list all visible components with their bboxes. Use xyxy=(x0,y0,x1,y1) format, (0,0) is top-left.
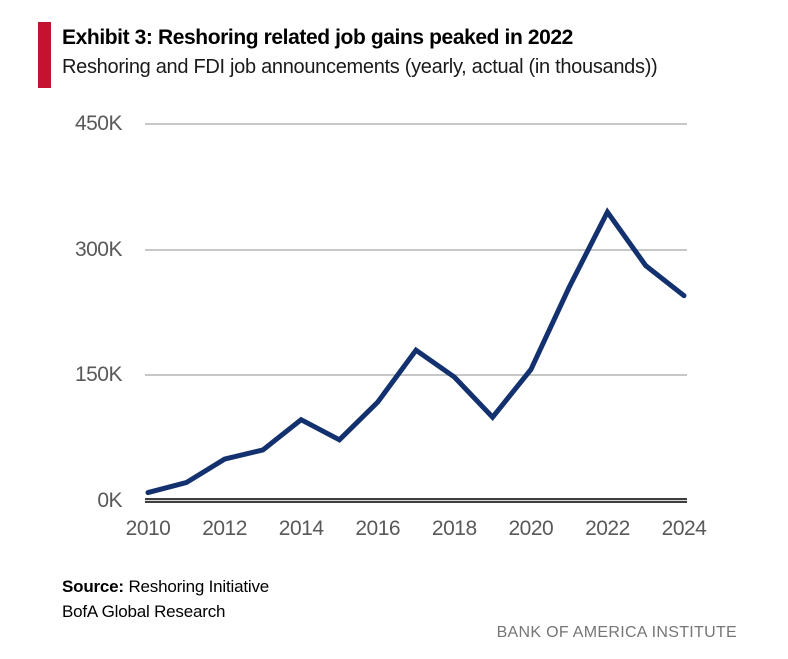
source-line: Source: Reshoring Initiative xyxy=(62,574,269,599)
source-note: Source: Reshoring Initiative BofA Global… xyxy=(62,574,269,624)
gridline-150K xyxy=(145,374,687,377)
x-axis-line xyxy=(145,498,687,503)
research-line: BofA Global Research xyxy=(62,602,226,621)
x-tick-2016: 2016 xyxy=(355,517,401,540)
y-tick-450K: 450K xyxy=(74,112,123,135)
y-tick-0K: 0K xyxy=(97,489,122,512)
x-tick-2014: 2014 xyxy=(278,517,324,540)
source-label: Source: xyxy=(62,577,124,596)
x-tick-2018: 2018 xyxy=(431,517,477,540)
x-tick-2010: 2010 xyxy=(125,517,171,540)
y-tick-300K: 300K xyxy=(74,237,123,261)
x-tick-2012: 2012 xyxy=(202,517,247,540)
reshoring-fdi-line xyxy=(145,207,687,496)
exhibit-title: Exhibit 3: Reshoring related job gains p… xyxy=(62,26,573,49)
institute-brand: BANK OF AMERICA INSTITUTE xyxy=(496,624,737,641)
gridline-300K xyxy=(145,248,687,251)
exhibit-accent-bar xyxy=(38,22,51,88)
x-tick-2024: 2024 xyxy=(661,517,707,540)
gridline-450K xyxy=(145,123,687,125)
y-tick-150K: 150K xyxy=(74,363,123,387)
x-tick-2020: 2020 xyxy=(508,517,554,540)
source-value: Reshoring Initiative xyxy=(128,577,270,596)
exhibit-subtitle: Reshoring and FDI job announcements (yea… xyxy=(62,56,658,78)
x-tick-2022: 2022 xyxy=(585,517,630,540)
